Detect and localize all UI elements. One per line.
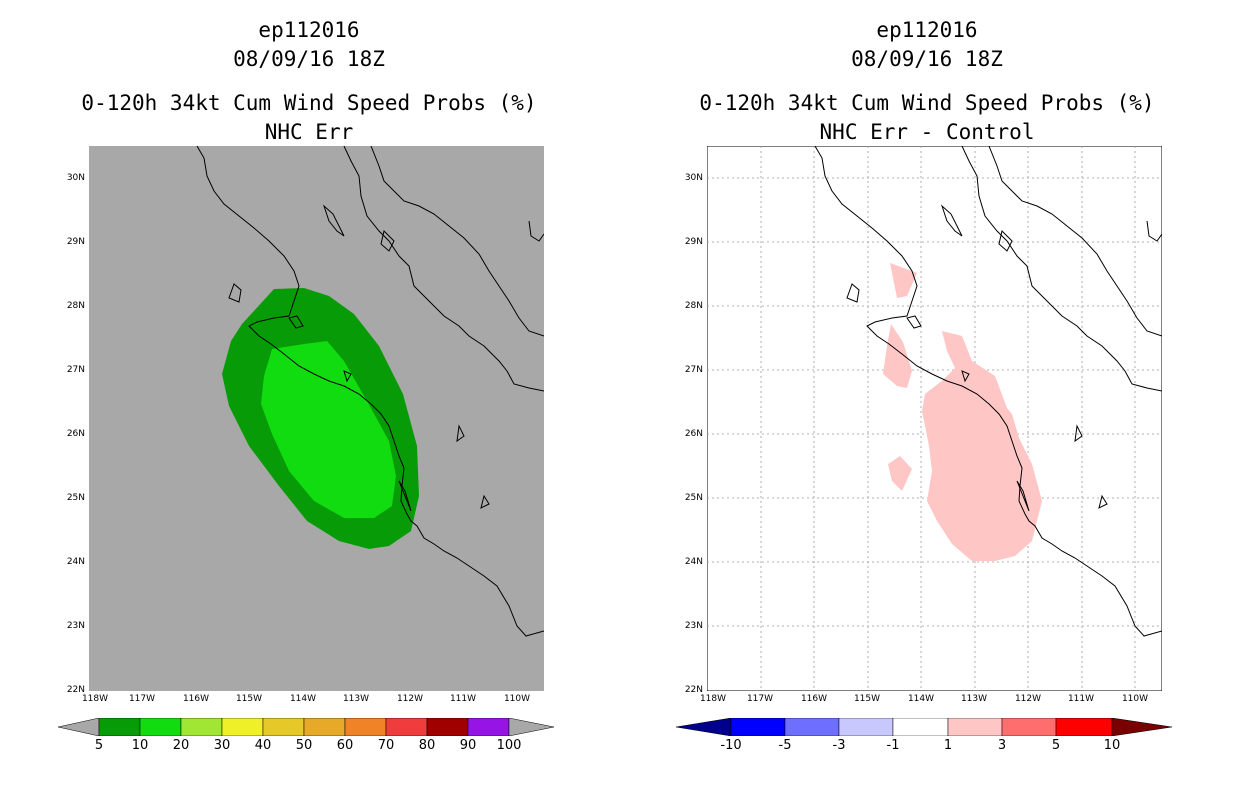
coastlines bbox=[814, 146, 1162, 637]
left-panel: ep112016 08/09/16 18Z 0-120h 34kt Cum Wi… bbox=[58, 18, 554, 753]
colorbar-label: -3 bbox=[832, 738, 846, 753]
probability-colorbar bbox=[58, 718, 554, 736]
lon-label: 111W bbox=[1067, 694, 1095, 704]
lon-label: 118W bbox=[699, 694, 727, 704]
lat-label: 23N bbox=[684, 621, 703, 631]
colorbar-label: 40 bbox=[254, 738, 272, 753]
lon-label: 113W bbox=[342, 694, 370, 704]
grid-lines bbox=[707, 146, 1162, 691]
lon-label: 111W bbox=[449, 694, 477, 704]
difference-regions bbox=[883, 263, 1042, 561]
lat-label: 24N bbox=[66, 557, 85, 567]
lon-label: 110W bbox=[503, 694, 531, 704]
lon-label: 112W bbox=[1014, 694, 1042, 704]
lon-label: 116W bbox=[182, 694, 210, 704]
colorbar-label: 10 bbox=[1103, 738, 1121, 753]
colorbar-label: 70 bbox=[377, 738, 395, 753]
lat-label: 27N bbox=[66, 365, 85, 375]
colorbar-label: 30 bbox=[213, 738, 231, 753]
lat-label: 28N bbox=[66, 301, 85, 311]
product-title: 0-120h 34kt Cum Wind Speed Probs (%) bbox=[699, 91, 1155, 115]
colorbar-label: 20 bbox=[172, 738, 190, 753]
date-title: 08/09/16 18Z bbox=[233, 47, 385, 71]
difference-map bbox=[707, 146, 1162, 691]
colorbar-label: 5 bbox=[94, 738, 104, 753]
prob-contour-10-20 bbox=[261, 341, 396, 518]
lat-label: 30N bbox=[684, 173, 703, 183]
lat-label: 24N bbox=[684, 557, 703, 567]
lat-label: 22N bbox=[66, 685, 85, 695]
colorbar-label: 100 bbox=[496, 738, 522, 753]
colorbar-label: -1 bbox=[886, 738, 900, 753]
colorbar-high-arrow bbox=[508, 718, 554, 736]
colorbar-label: -10 bbox=[720, 738, 742, 753]
lat-label: 26N bbox=[684, 429, 703, 439]
colorbar-label: -5 bbox=[778, 738, 792, 753]
lon-label: 115W bbox=[853, 694, 881, 704]
lon-label: 110W bbox=[1121, 694, 1149, 704]
right-panel: ep112016 08/09/16 18Z 0-120h 34kt Cum Wi… bbox=[618, 0, 1236, 800]
date-title: 08/09/16 18Z bbox=[851, 47, 1003, 71]
colorbar-label: 3 bbox=[997, 738, 1007, 753]
lat-label: 27N bbox=[684, 365, 703, 375]
lat-label: 25N bbox=[66, 493, 85, 503]
lon-label: 114W bbox=[907, 694, 935, 704]
lat-label: 23N bbox=[66, 621, 85, 631]
product-title: 0-120h 34kt Cum Wind Speed Probs (%) bbox=[81, 91, 537, 115]
probability-map bbox=[89, 146, 544, 691]
colorbar-low-arrow bbox=[58, 718, 100, 736]
lat-label: 28N bbox=[684, 301, 703, 311]
colorbar-label: 80 bbox=[418, 738, 436, 753]
lat-label: 25N bbox=[684, 493, 703, 503]
colorbar-label: 5 bbox=[1051, 738, 1061, 753]
lat-label: 30N bbox=[66, 173, 85, 183]
lon-label: 114W bbox=[289, 694, 317, 704]
lon-label: 115W bbox=[235, 694, 263, 704]
difference-colorbar bbox=[676, 718, 1172, 736]
colorbar-low-arrow bbox=[676, 718, 732, 736]
colorbar-label: 90 bbox=[459, 738, 477, 753]
lon-label: 118W bbox=[81, 694, 109, 704]
colorbar-label: 60 bbox=[336, 738, 354, 753]
storm-id-title: ep112016 bbox=[258, 18, 360, 42]
lon-label: 113W bbox=[960, 694, 988, 704]
colorbar-label: 50 bbox=[295, 738, 313, 753]
lon-label: 117W bbox=[128, 694, 156, 704]
colorbar-label: 1 bbox=[943, 738, 953, 753]
model-title: NHC Err bbox=[264, 120, 354, 144]
colorbar-label: 10 bbox=[131, 738, 149, 753]
lat-label: 22N bbox=[684, 685, 703, 695]
colorbar-high-arrow bbox=[1111, 718, 1172, 736]
model-title: NHC Err - Control bbox=[819, 120, 1035, 144]
lat-label: 29N bbox=[684, 237, 703, 247]
storm-id-title: ep112016 bbox=[876, 18, 978, 42]
lon-label: 112W bbox=[396, 694, 424, 704]
lon-label: 116W bbox=[800, 694, 828, 704]
lat-label: 26N bbox=[66, 429, 85, 439]
lon-label: 117W bbox=[746, 694, 774, 704]
lat-label: 29N bbox=[66, 237, 85, 247]
coastlines bbox=[196, 146, 544, 637]
